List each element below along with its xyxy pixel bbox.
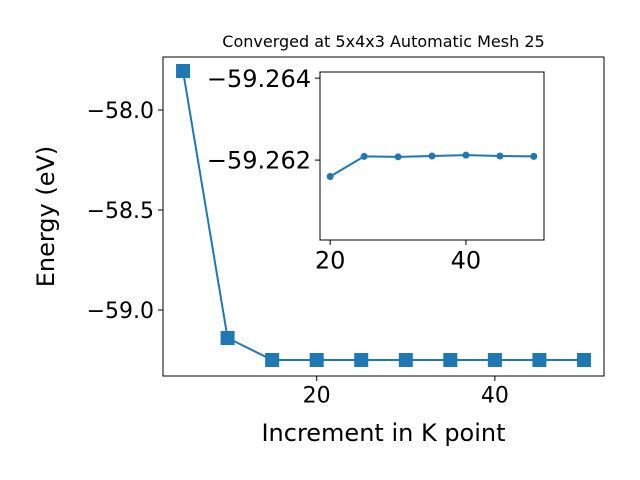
marker — [326, 172, 334, 180]
y-tick-label: −58.0 — [87, 99, 154, 124]
marker — [532, 353, 547, 367]
marker — [530, 152, 538, 160]
y-tick-label: −59.262 — [207, 147, 311, 175]
y-tick-label: −59.264 — [207, 65, 311, 93]
marker — [265, 353, 280, 367]
marker — [398, 353, 413, 367]
marker — [176, 64, 191, 78]
marker — [354, 353, 369, 367]
marker — [428, 152, 436, 160]
y-tick-label: −58.5 — [87, 199, 154, 224]
x-tick-label: 20 — [315, 246, 346, 274]
chart-title: Converged at 5x4x3 Automatic Mesh 25 — [222, 32, 544, 51]
marker — [462, 151, 470, 159]
marker — [496, 152, 504, 160]
marker — [394, 153, 402, 161]
marker — [487, 353, 502, 367]
marker — [576, 353, 591, 367]
line — [182, 70, 584, 361]
x-tick-label: 40 — [481, 384, 509, 409]
marker — [220, 331, 235, 345]
x-tick-label: 40 — [451, 246, 482, 274]
x-tick-label: 20 — [303, 384, 331, 409]
x-axis-label: Increment in K point — [261, 419, 505, 447]
y-tick-label: −59.0 — [87, 299, 154, 324]
marker — [443, 353, 458, 367]
marker — [309, 353, 324, 367]
marker — [360, 152, 368, 160]
y-axis-label: Energy (eV) — [32, 146, 60, 288]
